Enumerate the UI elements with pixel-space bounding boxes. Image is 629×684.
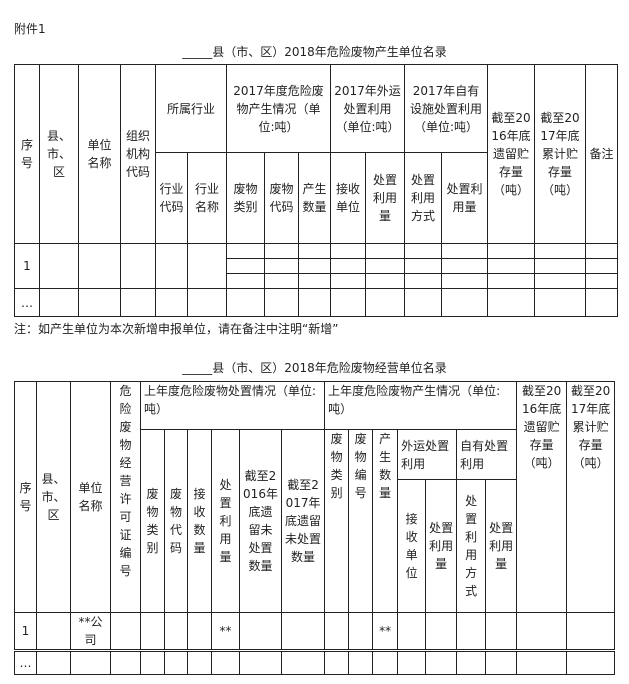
header-license: 危险废物经营许可证编号 [110, 381, 141, 613]
header-d-code: 废物代码 [164, 429, 188, 613]
header-stock-2016: 截至2016年底遗留贮存量（吨） [516, 381, 568, 613]
header-d-left-2017: 截至2017年底遗留未处置数量 [280, 429, 326, 613]
table-row: 1 [14, 243, 619, 289]
cell-g-amount: ** [372, 612, 399, 652]
header-industry-code: 行业代码 [155, 152, 188, 244]
header-outsourced: 2017年外运处置利用（单位:吨） [330, 64, 406, 153]
table-row: 1 **公司 ** ** [14, 612, 616, 652]
footnote: 注：如产生单位为本次新增申报单位，请在备注中注明“新增” [14, 322, 339, 336]
header-own-method: 处置利用方式 [404, 152, 443, 244]
cell-seq: 1 [14, 243, 40, 289]
header-seq: 序号 [14, 64, 40, 244]
cell-seq: … [14, 650, 37, 675]
header-unit: 单位名称 [78, 64, 121, 244]
header-d-disposal: 处置利用量 [211, 429, 240, 613]
header-d-left-2016: 截至2016年底遗留未处置数量 [239, 429, 282, 613]
header-g-method: 处置利用方式 [456, 479, 487, 613]
cell-d-disposal: ** [211, 612, 240, 652]
header-waste-category: 废物类别 [226, 152, 266, 244]
header-g-own: 自有处置利用 [456, 429, 518, 480]
table-row: … [14, 650, 616, 675]
header-disposal: 处置利用量 [365, 152, 406, 244]
cell-seq: 1 [14, 612, 37, 652]
header-county: 县、市、区 [36, 381, 71, 613]
header-seq: 序号 [14, 381, 37, 613]
header-remark: 备注 [585, 64, 619, 244]
header-unit: 单位名称 [70, 381, 111, 613]
header-disposal-group: 上年度危险废物处置情况（单位:吨） [139, 381, 326, 430]
header-d-received: 接收数量 [187, 429, 212, 613]
header-g-code: 废物编号 [348, 429, 374, 613]
header-g-outsourced: 外运处置利用 [397, 429, 458, 480]
header-g-own-disposal: 处置利用量 [485, 479, 518, 613]
header-generation: 2017年度危险废物产生情况（单位:吨） [226, 64, 332, 153]
header-receiver: 接收单位 [330, 152, 367, 244]
operator-table: 序号 县、市、区 单位名称 危险废物经营许可证编号 上年度危险废物处置情况（单位… [14, 381, 616, 675]
header-amount: 产生数量 [298, 152, 332, 244]
header-stock-2017: 截至2017年底累计贮存量（吨） [534, 64, 587, 244]
header-own-facility: 2017年自有设施处置利用（单位:吨） [404, 64, 489, 153]
cell-unit: **公司 [70, 612, 111, 652]
header-d-category: 废物类别 [140, 429, 165, 613]
table1-title: _____县（市、区）2018年危险废物产生单位名录 [182, 45, 447, 59]
header-waste-code: 废物代码 [264, 152, 300, 244]
header-g-receiver: 接收单位 [397, 479, 427, 613]
header-stock-2017: 截至2017年底累计贮存量（吨） [566, 381, 616, 613]
header-industry-name: 行业名称 [186, 152, 228, 244]
cell-seq: … [14, 288, 40, 317]
table-row: … [14, 288, 619, 317]
table2-title: _____县（市、区）2018年危险废物经营单位名录 [182, 361, 447, 375]
header-stock-2016: 截至2016年底遗留贮存量（吨） [487, 64, 536, 244]
attachment-label: 附件1 [14, 22, 46, 36]
producer-table: 序号 县、市、区 单位名称 组织机构代码 所属行业 2017年度危险废物产生情况… [14, 64, 619, 317]
header-g-amount: 产生数量 [372, 429, 399, 613]
header-county: 县、市、区 [39, 64, 79, 244]
header-industry: 所属行业 [154, 64, 228, 153]
header-own-disposal: 处置利用量 [441, 152, 489, 244]
header-org-code: 组织机构代码 [120, 64, 156, 244]
header-g-disposal: 处置利用量 [425, 479, 458, 613]
header-generation-group: 上年度危险废物产生情况（单位:吨） [324, 381, 518, 430]
header-g-category: 废物类别 [324, 429, 350, 613]
